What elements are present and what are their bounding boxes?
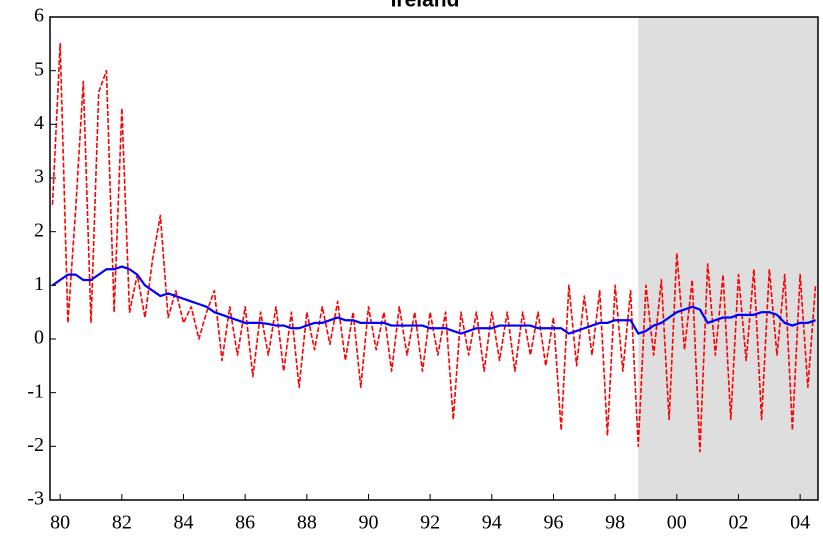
x-tick-label: 02 — [728, 512, 748, 534]
y-tick-label: -2 — [27, 434, 44, 456]
x-tick-label: 90 — [358, 512, 378, 534]
shaded-region — [638, 17, 818, 500]
y-tick-label: 2 — [34, 219, 44, 241]
y-tick-label: 5 — [34, 58, 44, 80]
y-tick-label: -3 — [27, 488, 44, 510]
y-tick-label: 1 — [34, 273, 44, 295]
series-line — [51, 265, 816, 335]
y-tick-label: 4 — [34, 112, 44, 134]
y-tick-label: 3 — [34, 166, 44, 188]
y-tick-label: 6 — [34, 5, 44, 27]
x-tick-label: 88 — [297, 512, 317, 534]
y-tick-label: -1 — [27, 380, 44, 402]
x-tick-label: 92 — [420, 512, 440, 534]
x-tick-label: 86 — [235, 512, 255, 534]
x-tick-label: 96 — [543, 512, 563, 534]
x-tick-label: 00 — [667, 512, 687, 534]
x-tick-label: 94 — [482, 512, 502, 534]
series-line — [51, 43, 817, 453]
x-tick-label: 80 — [50, 512, 70, 534]
x-tick-label: 04 — [790, 512, 810, 534]
y-tick-label: 0 — [34, 327, 44, 349]
plot-border — [49, 16, 819, 501]
plot-area — [51, 17, 818, 500]
chart-title: Ireland — [391, 0, 460, 12]
x-tick-label: 84 — [173, 512, 193, 534]
x-tick-label: 82 — [112, 512, 132, 534]
x-tick-label: 98 — [605, 512, 625, 534]
